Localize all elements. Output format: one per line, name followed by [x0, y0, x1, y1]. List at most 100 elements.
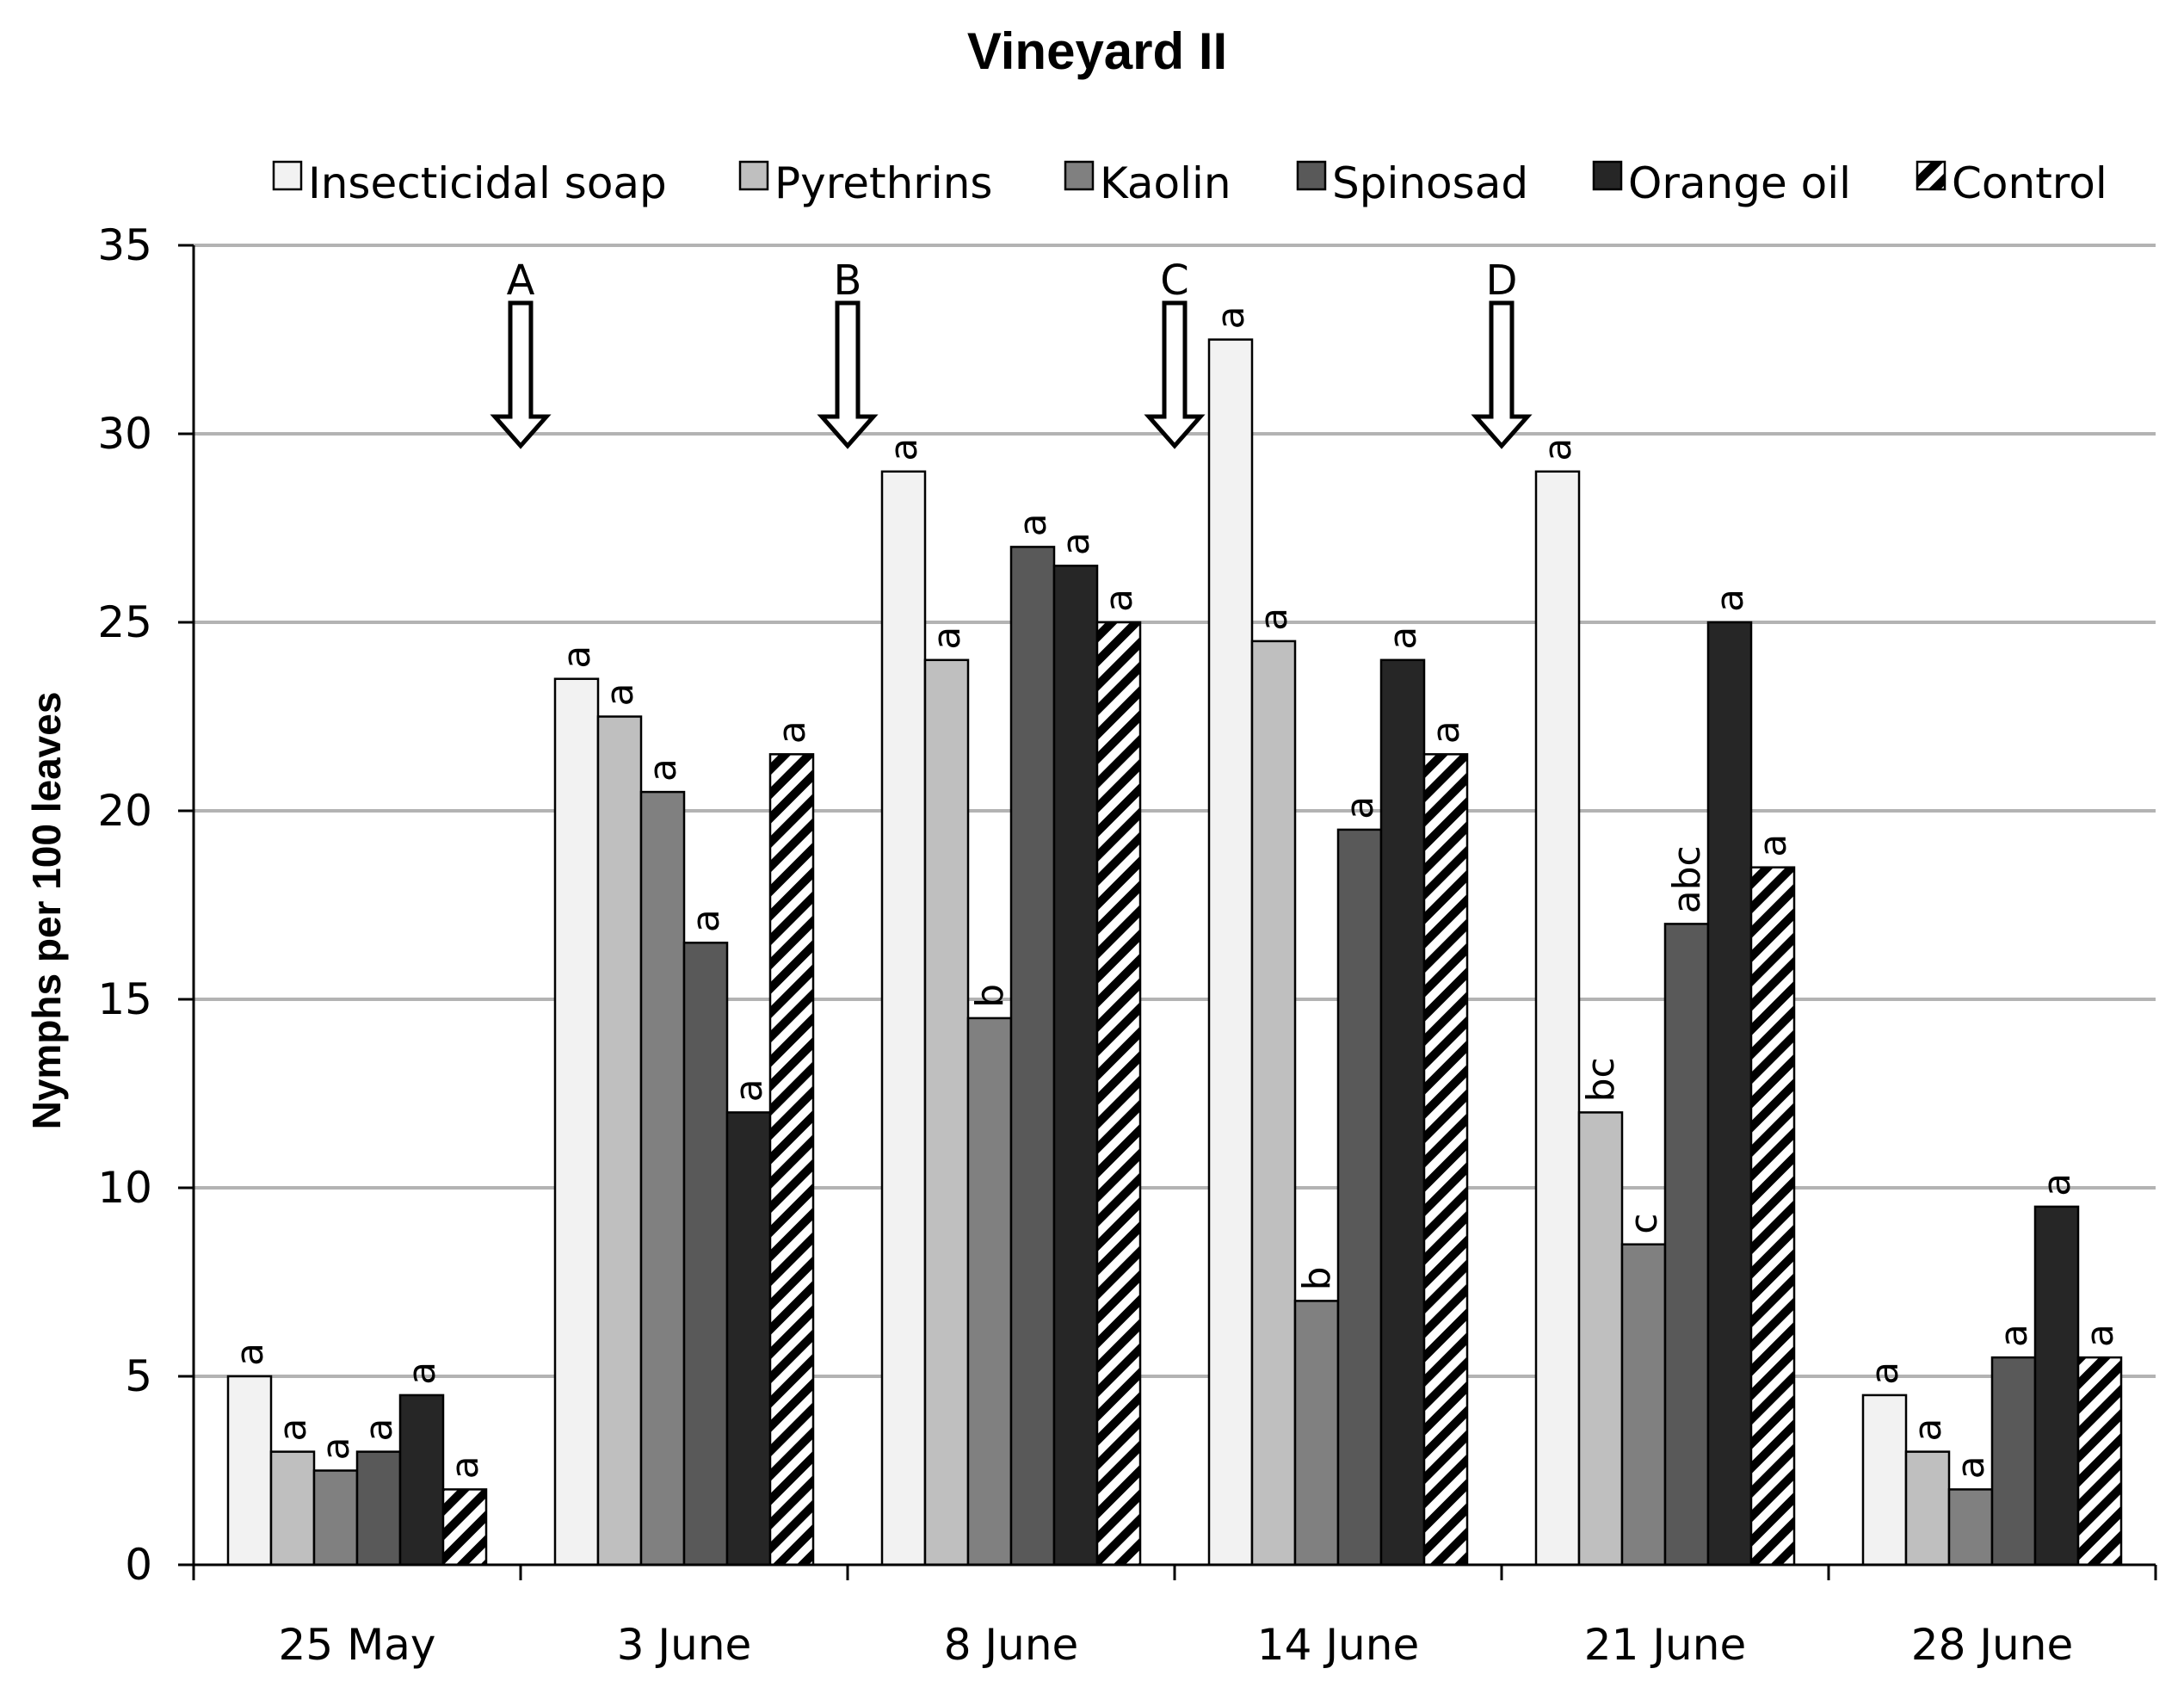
y-axis-label: Nymphs per 100 leaves [24, 692, 69, 1130]
bar-label: a [2035, 1173, 2079, 1196]
bar-label: a [925, 627, 969, 650]
bar-label: a [641, 758, 685, 782]
legend-swatch [1296, 160, 1327, 191]
bar [2076, 1356, 2123, 1567]
bar [768, 753, 815, 1567]
chart-title: Vineyard II [967, 22, 1227, 80]
bar-label: a [1708, 589, 1752, 612]
bar-label: a [1751, 834, 1795, 857]
legend-label: Spinosad [1332, 158, 1528, 208]
bar [1052, 565, 1099, 1567]
arrow-label: B [834, 256, 862, 305]
bar [1990, 1356, 2037, 1567]
bar-label: a [271, 1418, 315, 1442]
arrow-label: D [1486, 256, 1518, 305]
bar-label: a [314, 1437, 358, 1461]
bar [639, 790, 686, 1567]
bar [1250, 640, 1297, 1567]
bar [441, 1488, 488, 1567]
bar-label: a [1338, 796, 1382, 819]
bar-label: a [1252, 608, 1296, 631]
x-tick-label: 28 June [1911, 1620, 2073, 1670]
bar [1706, 621, 1753, 1567]
y-tick-label: 5 [125, 1351, 152, 1401]
treatment-arrows: A B C D [490, 256, 1533, 449]
bar [1009, 546, 1056, 1567]
x-tick-label: 21 June [1584, 1620, 1746, 1670]
bar-label: a [1949, 1455, 1993, 1479]
bar [1904, 1450, 1951, 1567]
bar-label: a [727, 1078, 771, 1102]
legend-swatch [1592, 160, 1623, 191]
bar-label: a [1209, 306, 1253, 330]
bar [553, 677, 600, 1567]
bar [312, 1469, 359, 1567]
bar [1620, 1243, 1667, 1567]
bar-label: a [1424, 720, 1468, 744]
legend-label: Insecticidal soap [308, 158, 667, 208]
bar-label: a [1011, 513, 1055, 536]
bar-label: b [968, 984, 1012, 1008]
bar [923, 658, 970, 1567]
y-tick-label: 15 [97, 974, 152, 1024]
bar-label: a [1906, 1418, 1950, 1442]
arrow-down-icon [490, 300, 552, 449]
bar-label: a [228, 1343, 272, 1366]
legend-swatch [272, 160, 303, 191]
bar [2033, 1205, 2080, 1567]
bar [966, 1017, 1013, 1567]
bar-label: a [684, 909, 728, 932]
bar [1577, 1111, 1624, 1567]
bar-label: a [1536, 438, 1580, 461]
bar [1534, 470, 1581, 1567]
y-tick-label: 30 [97, 409, 152, 459]
bar-label: abc [1665, 845, 1709, 913]
bar [226, 1375, 273, 1567]
x-tick-label: 25 May [279, 1620, 436, 1670]
x-tick-label: 14 June [1257, 1620, 1419, 1670]
x-axis-ticks: 25 May 3 June 8 June 14 June 21 June 28 June [192, 1565, 2157, 1670]
bar [355, 1450, 402, 1567]
bar-label: a [1992, 1324, 2036, 1347]
bar-label: a [555, 646, 599, 669]
bars [226, 338, 2123, 1567]
bar-label: a [770, 720, 814, 744]
legend-label: Kaolin [1100, 158, 1231, 208]
arrow-down-icon [817, 300, 879, 449]
bar [1293, 1300, 1340, 1567]
bar-label: a [1381, 627, 1425, 650]
legend-label: Orange oil [1628, 158, 1851, 208]
y-tick-label: 10 [97, 1163, 152, 1213]
bar [1379, 658, 1426, 1567]
bar [1095, 621, 1142, 1567]
bar [269, 1450, 316, 1567]
bar [1749, 866, 1796, 1567]
bar-label: c [1622, 1213, 1666, 1233]
bar [1336, 828, 1383, 1567]
legend-swatch [1916, 160, 1946, 191]
bar-label: a [1097, 589, 1141, 612]
x-tick-label: 3 June [617, 1620, 752, 1670]
y-axis-ticks: 0 5 10 15 20 25 30 35 [97, 220, 194, 1590]
bar-label: a [1054, 532, 1098, 555]
bar-label: bc [1579, 1057, 1623, 1102]
y-tick-label: 35 [97, 220, 152, 270]
bar-label: a [598, 683, 642, 707]
bar-label: a [2078, 1324, 2122, 1347]
y-tick-label: 25 [97, 597, 152, 647]
bar-label: a [443, 1455, 487, 1479]
bar [1207, 338, 1254, 1567]
bar-label: a [357, 1418, 401, 1442]
bar [1947, 1488, 1994, 1567]
bar [1422, 753, 1469, 1567]
legend-label: Pyrethrins [774, 158, 992, 208]
bar [682, 942, 729, 1567]
bar [880, 470, 927, 1567]
bar [725, 1111, 772, 1567]
legend-label: Control [1952, 158, 2107, 208]
legend-swatch [1064, 160, 1095, 191]
arrow-label: C [1160, 256, 1189, 305]
legend-swatch [738, 160, 769, 191]
